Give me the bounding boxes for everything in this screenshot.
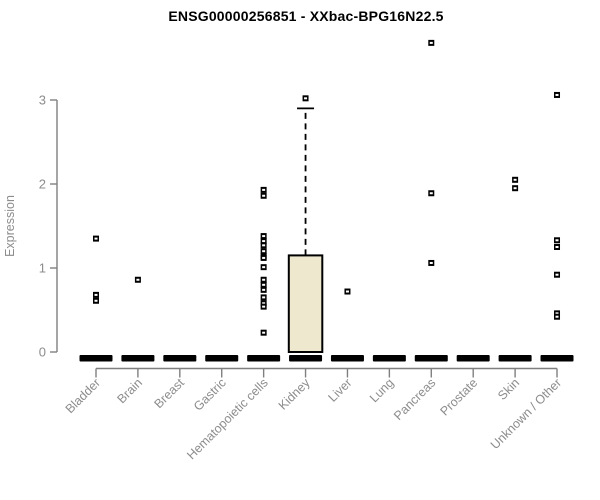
x-tick-label: Bladder	[63, 376, 103, 416]
x-tick-label: Liver	[326, 376, 355, 405]
x-tick-label: Breast	[151, 375, 187, 411]
y-tick-label: 0	[39, 345, 46, 360]
data-point-center	[345, 290, 349, 293]
median-bar	[414, 355, 448, 362]
x-tick-label: Skin	[495, 376, 522, 403]
data-point-center	[555, 312, 559, 315]
data-point-center	[555, 315, 559, 318]
x-tick-label: Unknown / Other	[488, 376, 564, 452]
x-tick-label: Brain	[114, 376, 145, 407]
median-bar	[498, 355, 532, 362]
median-bar	[330, 355, 364, 362]
data-point-center	[262, 235, 266, 238]
x-tick-label: Pancreas	[391, 376, 438, 423]
data-point-center	[304, 97, 308, 100]
data-point-center	[429, 41, 433, 44]
y-tick-label: 1	[39, 261, 46, 276]
median-bar	[456, 355, 490, 362]
y-tick-label: 2	[39, 177, 46, 192]
data-point-center	[262, 296, 266, 299]
data-point-center	[94, 237, 98, 240]
data-point-center	[262, 331, 266, 334]
data-point-center	[262, 305, 266, 308]
data-point-center	[555, 93, 559, 96]
data-point-center	[555, 246, 559, 248]
data-point-center	[262, 266, 266, 269]
data-point-center	[513, 178, 517, 181]
data-point-center	[94, 293, 98, 296]
data-point-center	[513, 187, 517, 190]
data-point-center	[555, 273, 559, 276]
data-point-center	[429, 192, 433, 195]
data-point-center	[262, 244, 266, 247]
y-axis-title: Expression	[3, 195, 17, 257]
data-point-center	[136, 278, 140, 281]
data-point-center	[262, 240, 266, 243]
y-tick-label: 3	[39, 93, 46, 108]
data-point-center	[262, 283, 266, 286]
median-bar	[79, 355, 113, 362]
median-bar	[163, 355, 197, 362]
x-tick-label: Kidney	[276, 375, 313, 412]
data-point-center	[262, 194, 266, 197]
median-bar	[372, 355, 406, 362]
x-tick-label: Prostate	[437, 376, 480, 419]
median-bar	[289, 355, 323, 362]
median-bar	[205, 355, 239, 362]
data-point-center	[555, 239, 559, 242]
data-point-center	[429, 261, 433, 264]
x-tick-label: Lung	[367, 376, 397, 406]
data-point-center	[262, 256, 266, 259]
data-point-center	[262, 188, 266, 191]
chart-title: ENSG00000256851 - XXbac-BPG16N22.5	[168, 8, 444, 24]
data-point-center	[262, 278, 266, 281]
x-tick-label: Gastric	[191, 376, 229, 414]
median-bar	[121, 355, 155, 362]
box	[287, 254, 324, 353]
data-point-center	[262, 250, 266, 253]
median-bar	[540, 355, 574, 362]
data-point-center	[262, 288, 266, 291]
data-point-center	[262, 302, 266, 305]
data-point-center	[94, 299, 98, 302]
median-bar	[247, 355, 281, 362]
x-tick-label: Hematopoietic cells	[184, 376, 271, 463]
